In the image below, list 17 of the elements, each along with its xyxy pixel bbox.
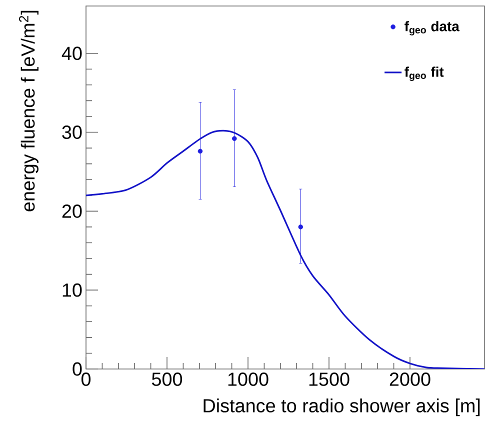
x-tick-label: 2000 xyxy=(390,372,430,386)
x-axis-title: Distance to radio shower axis [m] xyxy=(204,398,480,416)
x-tick-label: 0 xyxy=(81,372,91,386)
y-tick-label: 20 xyxy=(62,204,82,218)
x-tick-label: 500 xyxy=(152,372,182,386)
y-axis-title: energy fluence f [eV/m$^{2}$] xyxy=(19,10,38,212)
y-tick-label: 30 xyxy=(62,126,82,139)
y-tick-label: 40 xyxy=(62,46,82,60)
legend-label: f$_{geo}$ data xyxy=(404,21,460,36)
x-tick-label: 1000 xyxy=(228,372,268,386)
x-tick-label: 1500 xyxy=(309,372,350,386)
point xyxy=(298,224,304,230)
y-tick-label: 0 xyxy=(72,362,82,376)
point xyxy=(232,136,237,141)
point xyxy=(198,148,203,154)
legend-label: f$_{geo}$ fit xyxy=(404,66,444,81)
y-tick-label: 10 xyxy=(62,283,82,297)
